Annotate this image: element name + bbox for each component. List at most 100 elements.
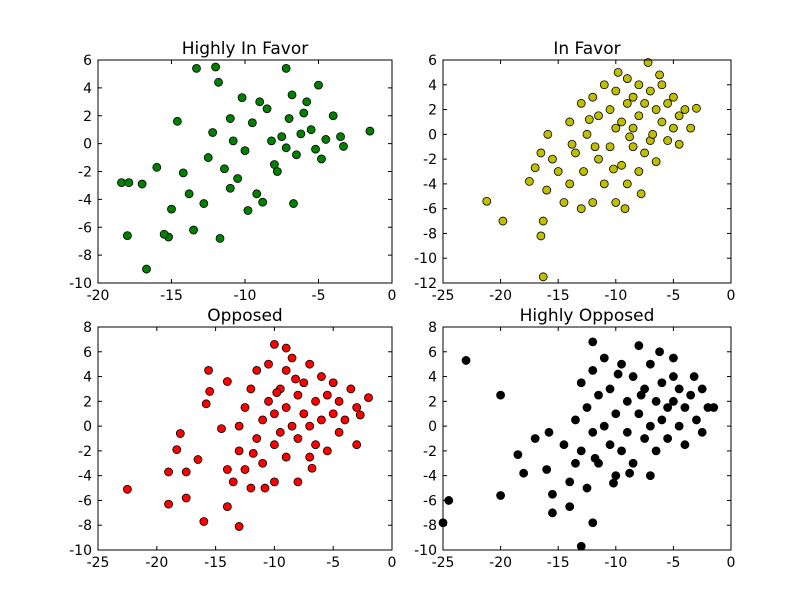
y-tick-label: -2	[423, 152, 437, 168]
scatter-point	[334, 427, 344, 437]
scatter-point	[269, 440, 279, 450]
scatter-point	[277, 132, 287, 142]
scatter-point	[252, 365, 262, 375]
scatter-point	[307, 463, 317, 473]
scatter-point	[192, 63, 201, 73]
scatter-point	[571, 148, 580, 158]
x-tick-label: -15	[547, 555, 570, 571]
scatter-point	[262, 104, 272, 114]
scatter-point	[299, 108, 309, 118]
scatter-point	[628, 92, 638, 102]
scatter-point	[530, 434, 540, 443]
scatter-point	[588, 92, 598, 102]
scatter-point	[240, 465, 250, 474]
chart-title: Highly In Favor	[182, 39, 309, 59]
scatter-point	[311, 144, 320, 154]
scatter-point	[352, 440, 362, 450]
scatter-point	[201, 399, 211, 409]
scatter-point	[536, 148, 546, 158]
scatter-point	[258, 197, 268, 207]
scatter-point	[622, 74, 632, 83]
scatter-point	[582, 403, 592, 412]
scatter-point	[269, 477, 279, 487]
scatter-point	[530, 163, 540, 173]
scatter-point	[613, 369, 623, 379]
scatter-point	[709, 403, 719, 412]
scatter-point	[322, 446, 332, 456]
scatter-point	[258, 415, 268, 425]
scatter-point	[692, 103, 701, 113]
y-tick-label: -6	[78, 493, 92, 509]
scatter-point	[584, 115, 594, 124]
x-tick-label: -15	[547, 288, 570, 304]
plot-area	[98, 327, 392, 550]
scatter-point	[599, 353, 609, 363]
scatter-point	[365, 126, 375, 136]
plot-area	[443, 327, 731, 550]
scatter-point	[281, 365, 291, 375]
x-tick-label: -5	[666, 555, 680, 571]
scatter-point	[590, 453, 600, 463]
scatter-point	[617, 446, 626, 456]
scatter-point	[543, 129, 553, 139]
y-tick-label: -4	[423, 469, 437, 485]
scatter-point	[305, 452, 315, 462]
scatter-point	[559, 198, 569, 207]
x-tick-label: -25	[87, 555, 110, 571]
scatter-point	[281, 452, 291, 462]
scatter-point	[663, 434, 673, 443]
scatter-point	[536, 231, 546, 241]
scatter-point	[281, 403, 291, 412]
scatter-point	[553, 167, 563, 176]
scatter-point	[328, 111, 338, 121]
scatter-point	[258, 458, 268, 468]
axes-frame	[442, 59, 732, 284]
scatter-point	[208, 128, 218, 137]
scatter-point	[275, 427, 285, 437]
scatter-point	[576, 378, 586, 388]
scatter-point	[228, 136, 238, 146]
scatter-point	[622, 396, 632, 406]
x-tick-label: 0	[388, 288, 397, 304]
scatter-point	[640, 434, 649, 443]
y-tick-label: 8	[428, 320, 437, 336]
scatter-point	[565, 477, 575, 487]
scatter-point	[302, 97, 312, 107]
scatter-point	[306, 125, 316, 135]
y-tick-label: 2	[83, 394, 92, 410]
scatter-point	[240, 403, 250, 412]
scatter-point	[680, 105, 690, 114]
scatter-point	[220, 164, 229, 174]
scatter-point	[645, 359, 655, 369]
x-tick-label: -10	[604, 555, 627, 571]
scatter-point	[339, 142, 348, 151]
scatter-point	[246, 483, 256, 493]
scatter-point	[291, 374, 300, 384]
scatter-point	[617, 359, 626, 369]
scatter-point	[340, 415, 350, 425]
scatter-point	[544, 427, 554, 437]
y-tick-label: 4	[83, 81, 92, 97]
scatter-point	[588, 427, 598, 437]
scatter-point	[579, 167, 588, 176]
y-tick-label: 8	[83, 320, 92, 336]
scatter-point	[611, 471, 621, 481]
scatter-point	[582, 483, 592, 493]
scatter-point	[164, 467, 173, 477]
scatter-point	[686, 123, 696, 133]
scatter-point	[252, 434, 262, 443]
scatter-point	[289, 199, 298, 208]
x-tick-label: -15	[204, 555, 227, 571]
scatter-point	[293, 434, 303, 443]
scatter-point	[299, 409, 309, 419]
scatter-point	[590, 142, 600, 152]
scatter-point	[611, 409, 621, 419]
scatter-point	[181, 467, 191, 477]
scatter-point	[287, 421, 297, 431]
scatter-point	[172, 445, 182, 455]
x-tick-label: -20	[489, 555, 512, 571]
scatter-point	[548, 154, 557, 164]
x-tick-label: -20	[145, 555, 168, 571]
scatter-point	[181, 493, 191, 503]
